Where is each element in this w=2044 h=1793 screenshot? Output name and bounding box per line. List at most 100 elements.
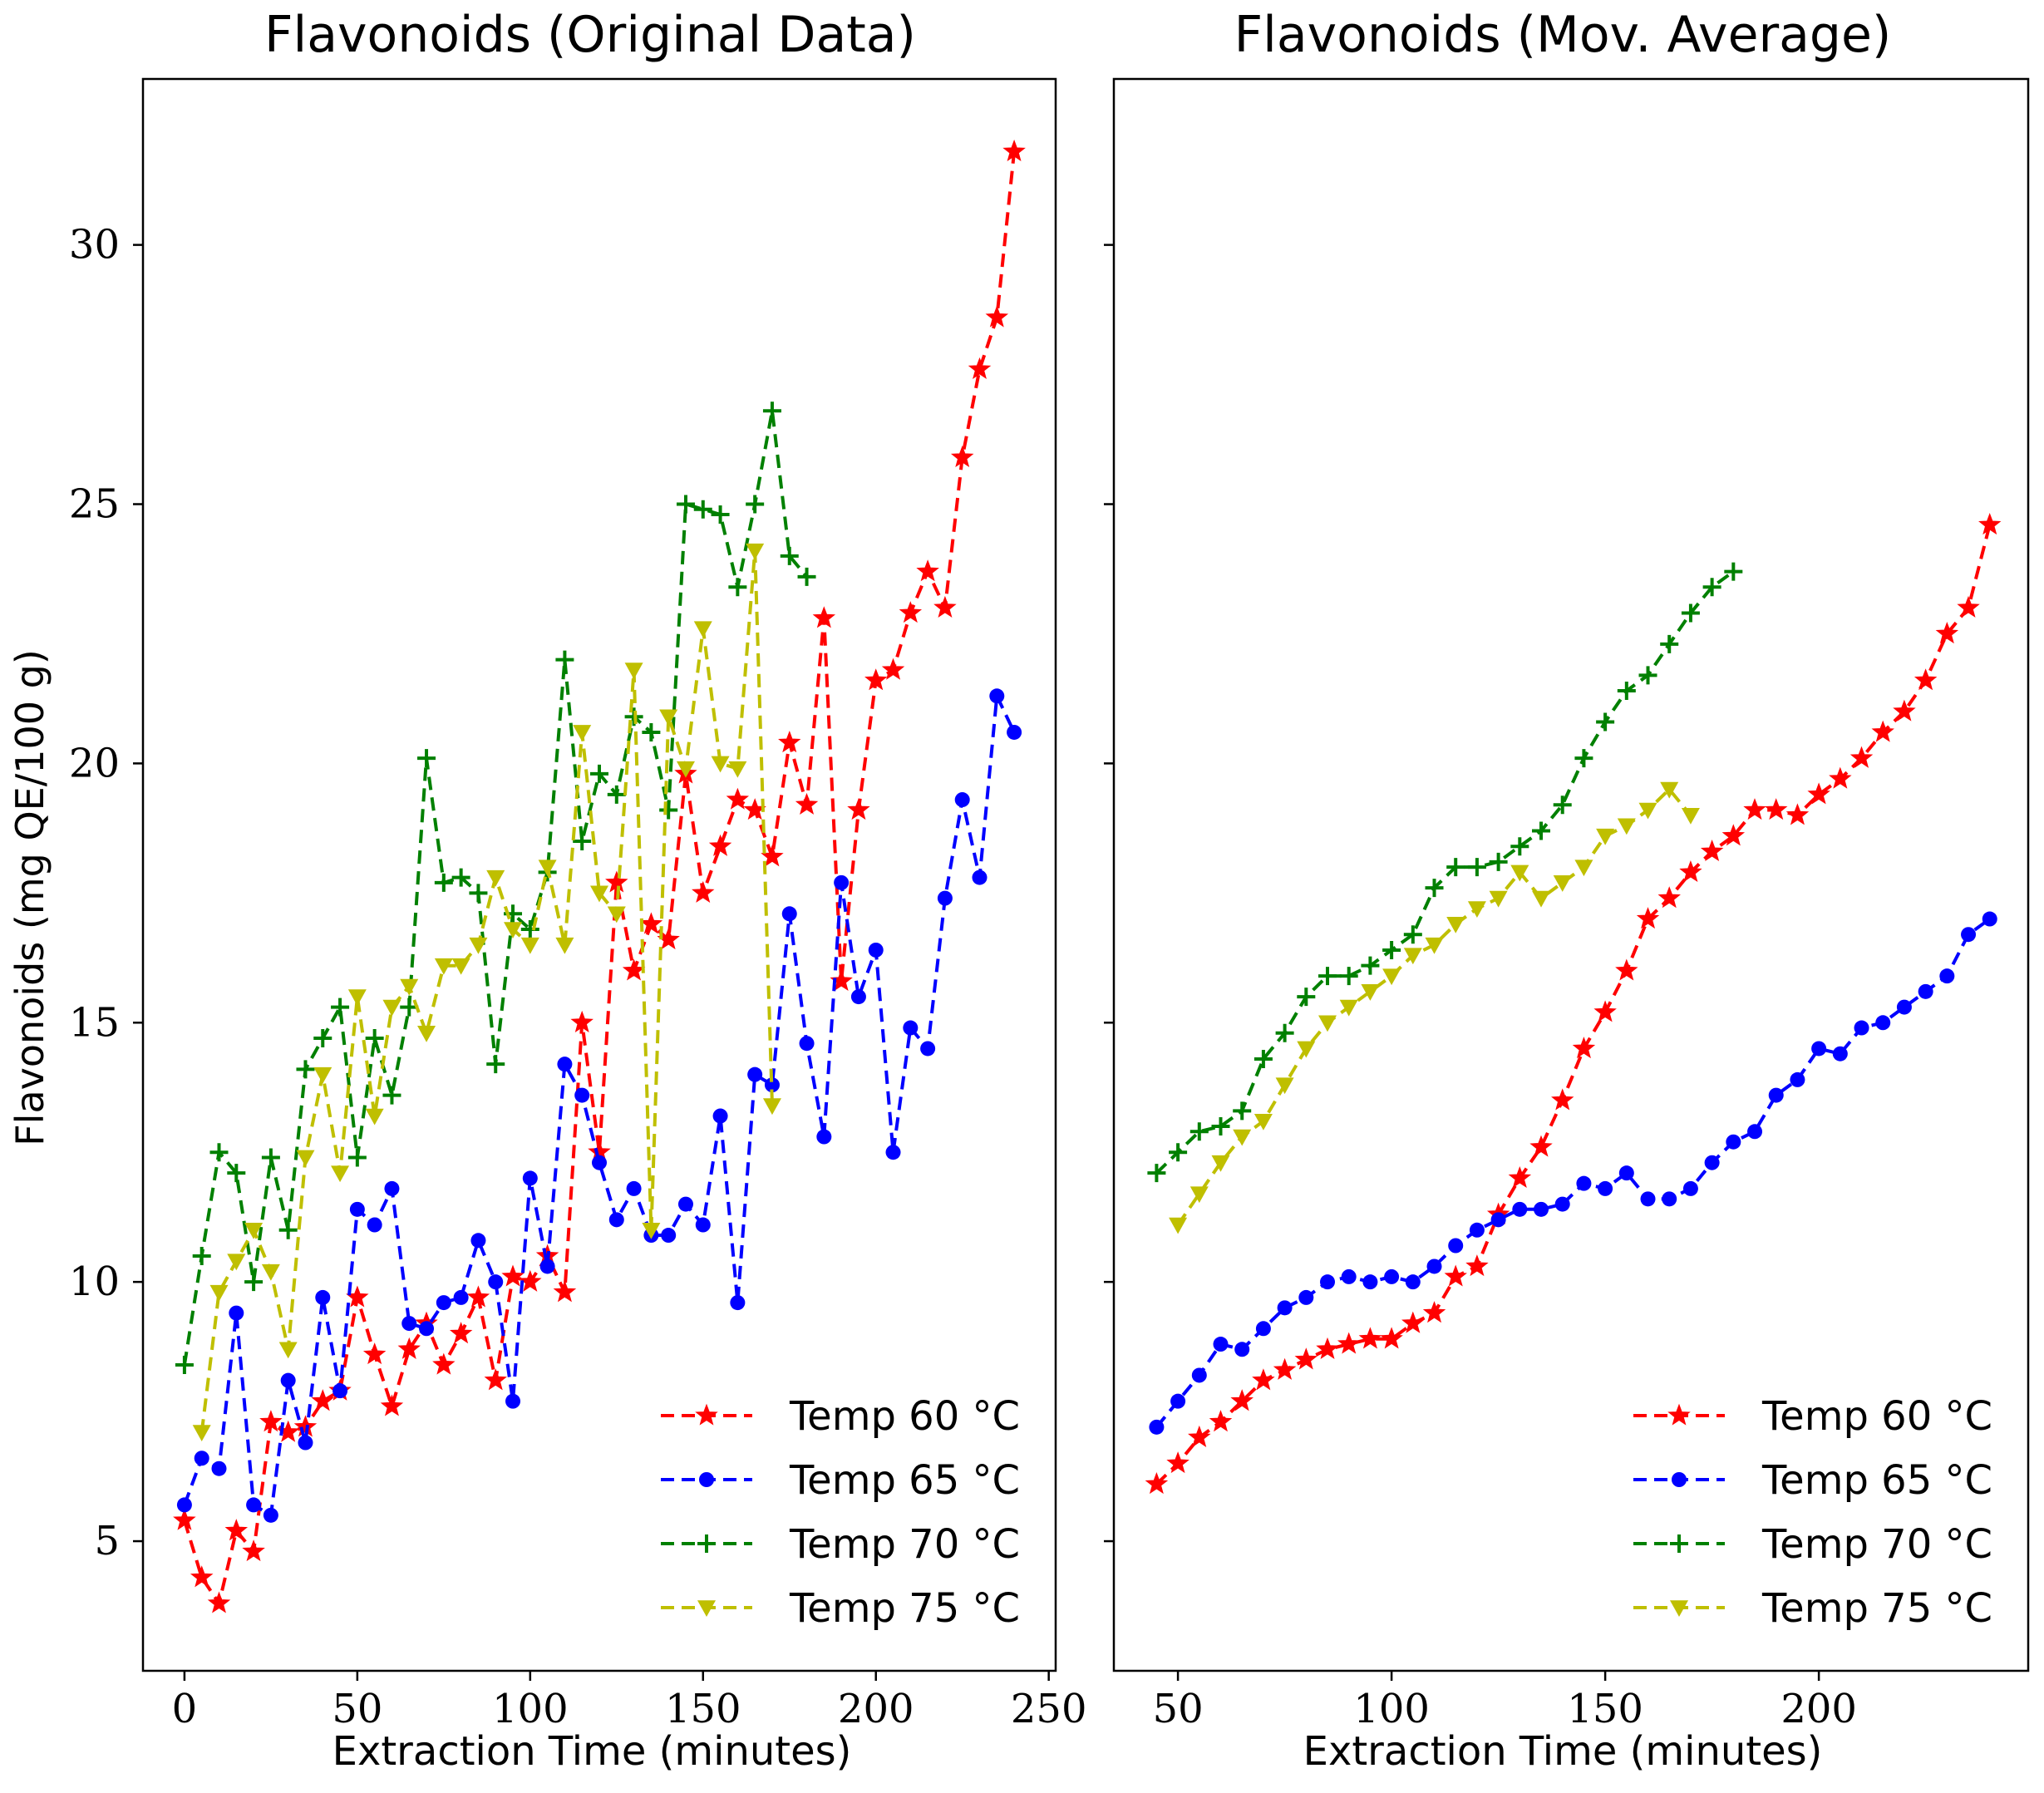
data-point [626,1180,642,1196]
x-tick-label: 0 [172,1686,198,1732]
data-point [864,668,888,691]
data-point [1425,937,1444,954]
data-point [937,890,953,906]
data-point [1893,699,1916,722]
x-tick-label: 50 [332,1686,382,1732]
data-point [1191,1367,1207,1383]
data-point [607,785,626,804]
data-point [1574,860,1593,877]
data-point [1448,1238,1464,1254]
panel-title: Flavonoids (Mov. Average) [1234,6,1892,64]
data-point [261,1148,280,1167]
data-point [192,1246,211,1265]
data-point [1574,749,1593,768]
data-point [728,578,747,597]
legend-marker [1667,1403,1691,1426]
data-point [728,761,747,778]
data-point [812,606,836,628]
series-line [1155,917,1991,1429]
series-layer [1145,512,2002,1495]
data-point [607,906,626,924]
data-point [1211,1155,1230,1172]
data-point [1188,1425,1211,1447]
plot-frame [141,77,1057,1672]
data-point [780,546,799,565]
data-point [1747,1124,1763,1140]
data-point [899,601,923,623]
data-point [1273,1357,1297,1380]
x-tick-label: 250 [1011,1686,1087,1732]
data-point [1849,746,1874,768]
data-point [1807,782,1830,805]
data-point [313,1028,332,1047]
data-point [1318,1015,1337,1032]
data-point [762,401,781,421]
data-point [1465,1254,1489,1277]
data-point [432,1352,456,1375]
data-point [278,1220,298,1239]
data-point [1785,803,1810,825]
series-triangle-down [192,543,781,1442]
data-point [746,543,765,560]
data-point [762,1098,781,1116]
x-axis-label: Extraction Time (minutes) [1303,1728,1823,1775]
data-point [642,1222,661,1239]
panel-title: Flavonoids (Original Data) [264,6,916,64]
data-point [950,445,974,468]
data-point [1554,1196,1570,1212]
data-point [1403,925,1422,944]
data-point [1854,1020,1869,1036]
data-point [1489,852,1508,871]
data-point [1638,666,1657,685]
data-point [1553,796,1572,815]
data-point [417,749,436,768]
data-point [590,764,608,783]
data-point [1467,901,1486,919]
data-point [1682,1180,1698,1196]
data-point [1832,1046,1848,1062]
x-tick-label: 200 [1780,1686,1857,1732]
data-point [522,1170,538,1186]
legend-item: Temp 60 °C [661,1393,1020,1440]
data-point [1534,1201,1549,1217]
data-point [313,1066,332,1084]
data-point [207,1591,231,1613]
data-point [605,870,628,893]
y-tick-label: 25 [69,480,120,527]
data-point [382,1086,401,1105]
data-point [747,1066,763,1082]
data-point [278,1342,298,1359]
data-point [711,505,730,524]
data-point [192,1425,211,1442]
data-point [642,722,661,741]
data-point [367,1217,382,1233]
data-point [397,1337,421,1359]
data-point [1337,1332,1361,1354]
data-point [778,730,801,753]
data-point [1871,720,1894,742]
data-point [989,688,1005,704]
data-point [1147,1164,1166,1183]
x-tick-label: 100 [1353,1686,1430,1732]
data-point [311,1389,334,1411]
data-point [555,650,574,669]
data-point [1765,798,1788,820]
legend-item: Temp 75 °C [1633,1585,1992,1632]
series-circle [1149,911,1997,1435]
data-point [1255,1321,1271,1337]
data-point [1426,1259,1442,1274]
legend: Temp 60 °C Temp 65 °C Temp 70 °C Temp 75 °C [1633,1393,1992,1632]
data-point [365,1028,384,1047]
data-point [1700,839,1724,862]
data-point [920,1041,936,1057]
data-point [244,1273,264,1292]
data-point [194,1451,209,1466]
legend-item: Temp 65 °C [1633,1457,1992,1504]
data-point [384,1180,400,1196]
legend-item: Temp 70 °C [1633,1521,1992,1568]
data-point [1382,968,1401,986]
data-point [449,1322,473,1344]
data-point [1401,1311,1425,1333]
data-point [484,1368,507,1391]
